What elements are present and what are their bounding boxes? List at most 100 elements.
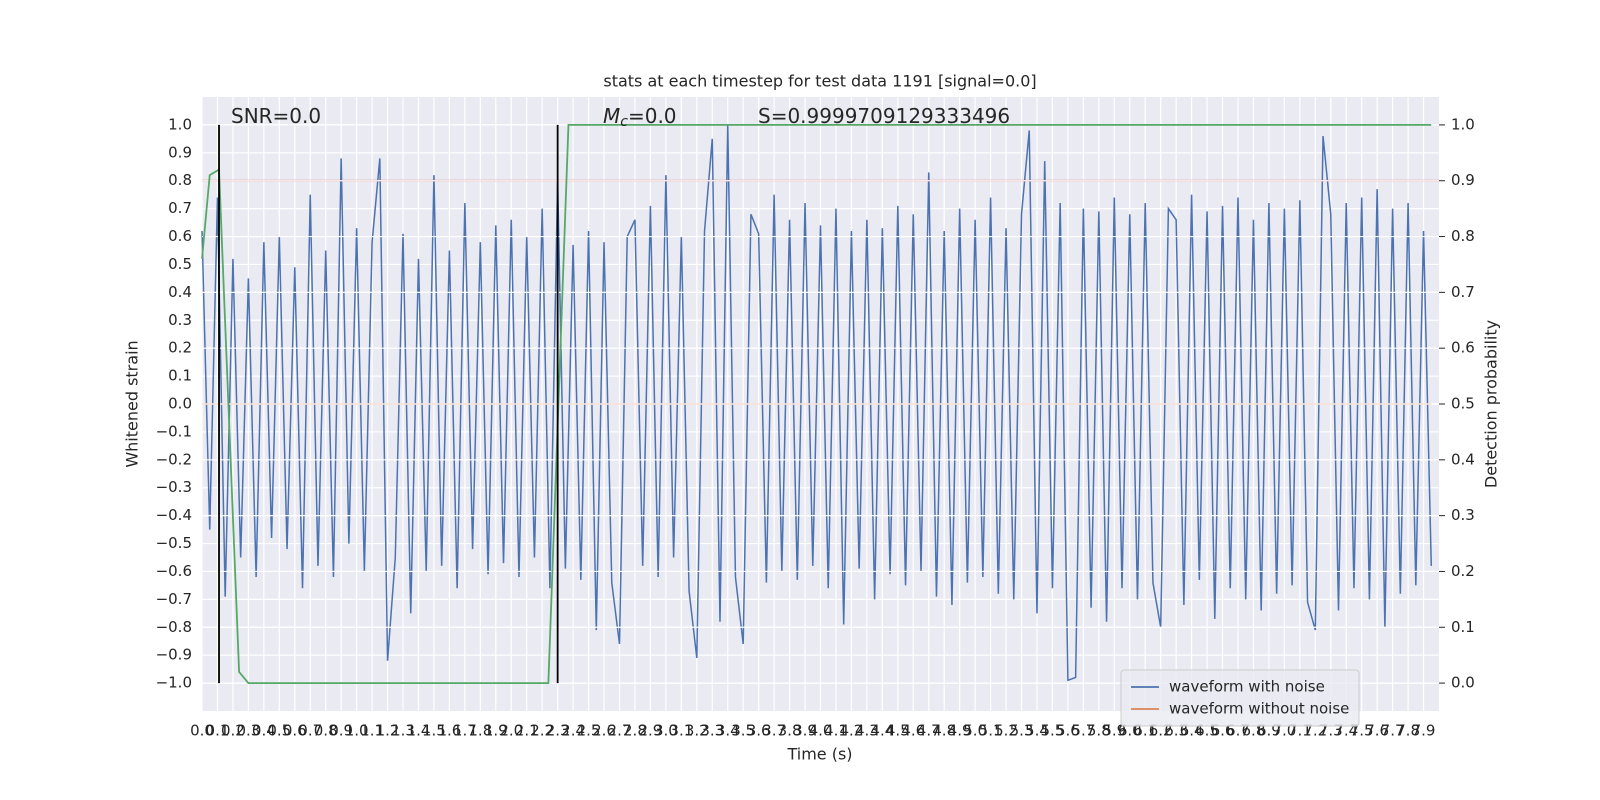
x-tick-label: 5.9 <box>1102 722 1126 740</box>
y-tick-label: 0.4 <box>168 283 192 301</box>
x-tick-label: 5.2 <box>994 722 1018 740</box>
y-tick-label: 0.9 <box>168 143 192 161</box>
x-tick-label: 5.8 <box>1087 722 1111 740</box>
annotation: SNR=0.0 <box>231 104 321 128</box>
y2-tick-label: 0.1 <box>1451 618 1475 636</box>
annotation: Mc=0.0 <box>603 104 677 131</box>
x-tick-label: 0.4 <box>252 722 276 740</box>
y2-tick-label: 0.3 <box>1451 506 1475 524</box>
x-tick-label: 5.4 <box>1025 722 1049 740</box>
x-tick-label: 2.2 <box>530 722 554 740</box>
x-tick-label: 4.1 <box>824 722 848 740</box>
y-tick-label: 0.6 <box>168 227 192 245</box>
x-tick-label: 1.7 <box>453 722 477 740</box>
x-tick-label: 2.5 <box>577 722 601 740</box>
x-tick-label: 4.3 <box>855 722 879 740</box>
annotation-symbol: M <box>603 104 620 128</box>
y-tick-label: 0.3 <box>168 311 192 329</box>
x-tick-label: 2.4 <box>561 722 585 740</box>
x-tick-label: 3.3 <box>700 722 724 740</box>
y-tick-label: −0.4 <box>156 506 192 524</box>
x-tick-label: 1.1 <box>360 722 384 740</box>
x-tick-label: 4.9 <box>948 722 972 740</box>
x-tick-label: 0.0 <box>190 722 214 740</box>
x-tick-label: 5.6 <box>1056 722 1080 740</box>
y2-tick-label: 0.2 <box>1451 562 1475 580</box>
x-tick-label: 1.3 <box>391 722 415 740</box>
x-tick-label: 3.8 <box>778 722 802 740</box>
x-tick-label: 3.1 <box>669 722 693 740</box>
x-tick-label: 4.8 <box>932 722 956 740</box>
x-tick-label: 0.9 <box>329 722 353 740</box>
y2-tick-label: 1.0 <box>1451 115 1475 133</box>
y2-tick-label: 0.6 <box>1451 339 1475 357</box>
x-tick-label: 2.3 <box>546 722 570 740</box>
x-tick-label: 4.6 <box>901 722 925 740</box>
x-tick-label: 3.5 <box>731 722 755 740</box>
series-line <box>201 124 1433 682</box>
annotation-subscript: c <box>620 114 628 130</box>
y-tick-label: 1.0 <box>168 115 192 133</box>
x-tick-label: 2.1 <box>515 722 539 740</box>
x-tick-label: 0.3 <box>236 722 260 740</box>
y2-tick-label: 0.4 <box>1451 450 1475 468</box>
y-tick-label: 0.0 <box>168 395 192 413</box>
x-tick-label: 2.8 <box>623 722 647 740</box>
x-tick-label: 3.0 <box>654 722 678 740</box>
x-tick-label: 1.5 <box>422 722 446 740</box>
y-tick-label: −0.7 <box>156 590 192 608</box>
x-tick-label: 4.2 <box>839 722 863 740</box>
x-tick-label: 7.8 <box>1396 722 1420 740</box>
y-tick-label: 0.5 <box>168 255 192 273</box>
y-axis-label: Whitened strain <box>123 340 142 467</box>
x-tick-label: 4.5 <box>886 722 910 740</box>
x-tick-label: 3.7 <box>762 722 786 740</box>
y-tick-label: 0.8 <box>168 171 192 189</box>
x-tick-label: 3.6 <box>747 722 771 740</box>
y-tick-label: 0.1 <box>168 367 192 385</box>
y-tick-label: −0.8 <box>156 618 192 636</box>
y-tick-label: −0.1 <box>156 422 192 440</box>
x-tick-label: 0.6 <box>283 722 307 740</box>
y-tick-label: 0.2 <box>168 339 192 357</box>
x-tick-label: 4.0 <box>809 722 833 740</box>
y-tick-label: 0.7 <box>168 199 192 217</box>
legend-label: waveform without noise <box>1169 700 1349 718</box>
x-tick-label: 2.7 <box>608 722 632 740</box>
series-line <box>201 124 1432 684</box>
x-tick-label: 2.6 <box>592 722 616 740</box>
annotation-text: SNR=0.0 <box>231 104 321 128</box>
x-tick-label: 0.1 <box>206 722 230 740</box>
x-tick-label: 5.7 <box>1071 722 1095 740</box>
x-tick-label: 0.5 <box>267 722 291 740</box>
annotation-text: =0.0 <box>628 104 677 128</box>
x-tick-label: 7.7 <box>1381 722 1405 740</box>
x-tick-label: 1.8 <box>468 722 492 740</box>
x-tick-label: 5.3 <box>1010 722 1034 740</box>
x-tick-label: 5.0 <box>963 722 987 740</box>
y-tick-label: −0.9 <box>156 646 192 664</box>
x-tick-label: 7.6 <box>1365 722 1389 740</box>
legend-box <box>1120 669 1360 727</box>
y-tick-label: −0.6 <box>156 562 192 580</box>
x-tick-label: 5.1 <box>979 722 1003 740</box>
legend-label: waveform with noise <box>1169 678 1325 696</box>
y-tick-label: −0.2 <box>156 450 192 468</box>
y-tick-label: −0.5 <box>156 534 192 552</box>
x-tick-label: 3.9 <box>793 722 817 740</box>
y-tick-label: −0.3 <box>156 478 192 496</box>
annotation: S=0.9999709129333496 <box>758 104 1010 128</box>
x-tick-label: 1.9 <box>484 722 508 740</box>
x-tick-label: 0.7 <box>298 722 322 740</box>
annotation-text: S=0.9999709129333496 <box>758 104 1010 128</box>
x-tick-label: 1.6 <box>437 722 461 740</box>
x-tick-label: 4.4 <box>870 722 894 740</box>
x-tick-label: 3.4 <box>716 722 740 740</box>
y2-tick-label: 0.7 <box>1451 283 1475 301</box>
y-tick-label: −1.0 <box>156 674 192 692</box>
x-tick-label: 0.2 <box>221 722 245 740</box>
x-tick-label: 7.9 <box>1412 722 1436 740</box>
y2-tick-label: 0.8 <box>1451 227 1475 245</box>
